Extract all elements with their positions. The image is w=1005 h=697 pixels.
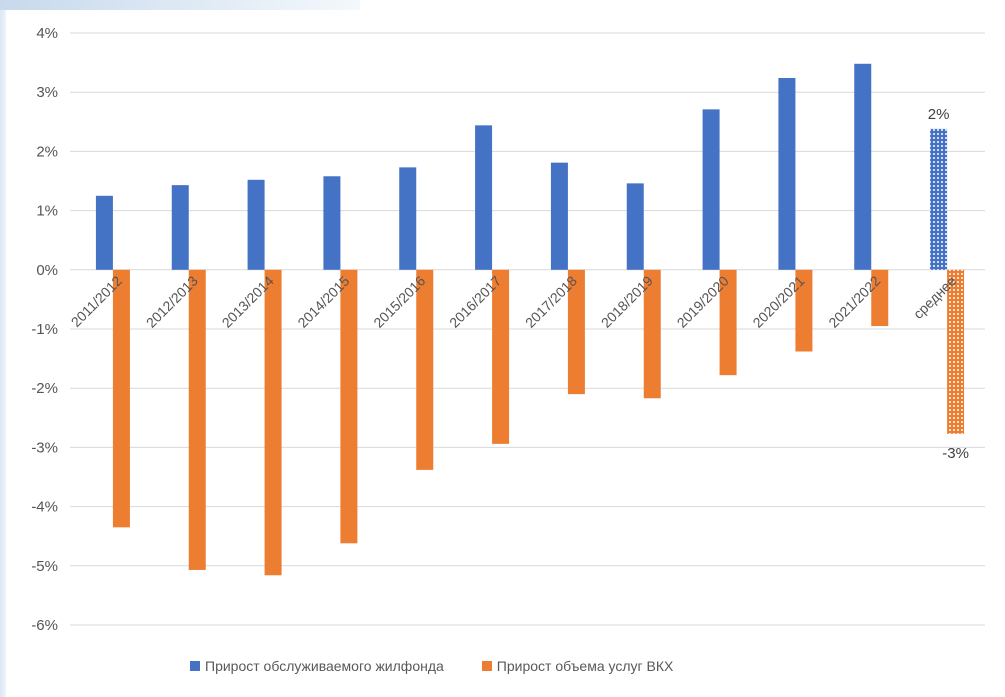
legend-swatch-series1 [190, 661, 200, 671]
decorative-left-band [0, 0, 6, 697]
legend-item-series2: Прирост объема услуг ВКХ [481, 658, 674, 674]
bar-series2-7 [567, 269, 585, 395]
bar-series1-1 [95, 195, 113, 270]
bar-series2-8 [643, 269, 661, 399]
bar-series1-12 [930, 128, 948, 270]
y-tick-label: -6% [31, 617, 58, 634]
bar-series2-6 [492, 269, 510, 444]
legend-label-series2: Прирост объема услуг ВКХ [496, 658, 674, 674]
y-tick-label: 4% [36, 25, 58, 42]
bar-series1-9 [702, 109, 720, 270]
bars [95, 63, 965, 576]
bar-chart: 4%3%2%1%0%-1%-2%-3%-4%-5%-6% 2011/2012 20… [31, 25, 985, 634]
legend-swatch-series2 [481, 661, 492, 671]
legend-item-series1: Прирост обслуживаемого жилфонда [190, 658, 444, 674]
bar-series1-8 [626, 183, 644, 270]
bar-series1-3 [247, 179, 265, 270]
bar-series2-9 [719, 269, 737, 376]
bar-series1-2 [171, 185, 189, 270]
legend: Прирост обслуживаемого жилфонда Прирост … [190, 658, 673, 674]
legend-label-series1: Прирост обслуживаемого жилфонда [205, 658, 444, 674]
bar-series2-3 [264, 269, 282, 576]
bar-series1-10 [778, 77, 796, 270]
y-tick-label: -5% [31, 558, 58, 575]
data-label-series1: 2% [928, 106, 950, 123]
bar-series1-6 [475, 125, 493, 270]
bar-series1-4 [323, 176, 341, 270]
bar-series2-10 [795, 269, 813, 352]
y-tick-label: -4% [31, 499, 58, 516]
bar-series2-11 [871, 269, 889, 327]
bar-series2-4 [340, 269, 358, 544]
y-tick-label: -2% [31, 380, 58, 397]
y-axis-ticks: 4% 3% 2% 1% 0% -1% -2% -3% -4% -5% -6% [31, 25, 58, 634]
gridlines [70, 32, 985, 626]
y-tick-label: 2% [36, 143, 58, 160]
y-tick-label: -3% [31, 439, 58, 456]
y-tick-label: -1% [31, 321, 58, 338]
decorative-top-band [0, 0, 360, 10]
y-tick-label: 1% [36, 203, 58, 220]
y-tick-label: 3% [36, 84, 58, 101]
data-label-series2: -3% [942, 445, 969, 462]
y-tick-label: 0% [36, 262, 58, 279]
data-labels: 2% -3% [928, 106, 969, 462]
bar-series2-2 [188, 269, 206, 570]
bar-series1-11 [854, 63, 872, 270]
bar-series1-5 [399, 167, 417, 270]
bar-series2-5 [416, 269, 434, 470]
bar-series2-12 [947, 269, 965, 434]
bar-series2-1 [112, 269, 130, 528]
bar-series1-7 [550, 162, 568, 270]
